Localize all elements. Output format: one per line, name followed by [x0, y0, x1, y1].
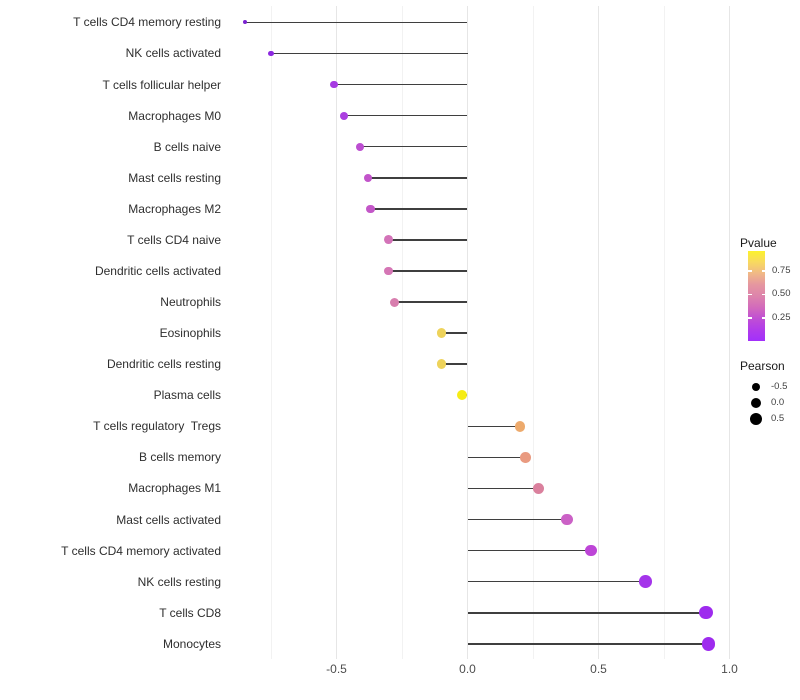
category-label: Dendritic cells activated: [94, 263, 221, 278]
lollipop-stick: [394, 301, 468, 303]
gridline-major: [336, 6, 337, 659]
lollipop-dot: [436, 359, 447, 369]
lollipop-stick: [271, 52, 468, 55]
lollipop-stick: [467, 611, 706, 614]
pearson-legend-label: 0.5: [771, 413, 785, 424]
category-label: Macrophages M0: [128, 108, 221, 123]
lollipop-stick: [467, 456, 526, 459]
lollipop-stick: [467, 425, 520, 428]
lollipop-dot: [457, 390, 468, 401]
pvalue-gradient-bar: [748, 251, 765, 341]
x-axis-tick-label: 1.0: [721, 662, 738, 676]
lollipop-stick: [388, 239, 468, 241]
pearson-legend-label: -0.5: [771, 381, 788, 392]
pvalue-legend-title: Pvalue: [740, 236, 777, 250]
pvalue-tick-label: 0.75: [772, 265, 791, 276]
lollipop-dot: [514, 420, 526, 432]
lollipop-dot: [639, 575, 652, 588]
x-axis-tick-label: -0.5: [326, 662, 347, 676]
lollipop-stick: [367, 176, 468, 179]
pearson-legend-dot: [751, 382, 761, 392]
lollipop-stick: [467, 549, 591, 552]
lollipop-stick: [360, 145, 468, 148]
lollipop-stick: [467, 580, 646, 583]
lollipop-dot: [384, 235, 394, 245]
category-label: Mast cells activated: [116, 512, 221, 527]
gridline-major: [467, 6, 468, 659]
pvalue-bar-tick-left: [748, 293, 752, 296]
gridline-minor: [532, 6, 534, 659]
category-label: NK cells activated: [125, 46, 221, 61]
lollipop-dot: [268, 50, 274, 57]
lollipop-dot: [340, 111, 349, 120]
lollipop-dot: [584, 544, 597, 557]
x-axis-tick-label: 0.5: [590, 662, 607, 676]
lollipop-dot: [355, 142, 365, 151]
pvalue-tick-label: 0.50: [772, 288, 791, 300]
category-label: Dendritic cells resting: [106, 357, 221, 372]
gridline-minor: [663, 6, 665, 659]
pearson-legend-dot: [750, 397, 762, 409]
lollipop-stick: [467, 518, 568, 521]
category-label: Macrophages M1: [128, 481, 221, 496]
category-label: Monocytes: [162, 636, 221, 651]
lollipop-dot: [561, 513, 573, 526]
category-label: NK cells resting: [137, 574, 221, 589]
category-label: T cells CD4 memory resting: [73, 15, 221, 30]
gridline-major: [598, 6, 599, 659]
lollipop-dot: [389, 297, 399, 307]
category-label: B cells memory: [138, 450, 221, 465]
lollipop-stick: [244, 21, 468, 24]
pearson-legend-dot: [749, 412, 763, 426]
lollipop-stick: [344, 114, 468, 117]
pvalue-tick-label: 0.25: [772, 312, 791, 323]
lollipop-stick: [388, 270, 468, 272]
lollipop-dot: [242, 20, 247, 25]
category-label: Eosinophils: [159, 326, 221, 341]
gridline-major: [729, 6, 730, 659]
gridline-minor: [401, 6, 403, 659]
category-label: T cells CD4 naive: [127, 232, 221, 247]
gridline-minor: [270, 6, 272, 659]
category-label: Plasma cells: [153, 388, 221, 403]
lollipop-dot: [519, 451, 531, 463]
category-label: T cells follicular helper: [102, 77, 222, 92]
category-label: T cells CD8: [159, 605, 221, 620]
lollipop-dot: [699, 606, 713, 620]
lollipop-stick: [441, 332, 468, 334]
lollipop-dot: [384, 266, 394, 276]
pvalue-bar-tick-right: [761, 293, 765, 296]
lollipop-dot: [532, 482, 544, 494]
pvalue-bar-tick-right: [761, 317, 765, 319]
lollipop-dot: [363, 173, 373, 182]
category-label: T cells regulatory Tregs: [93, 419, 221, 434]
category-label: Mast cells resting: [128, 170, 221, 185]
lollipop-stick: [467, 487, 539, 490]
category-label: T cells CD4 memory activated: [61, 543, 221, 558]
pvalue-bar-tick-left: [748, 317, 752, 319]
lollipop-stick: [467, 643, 709, 645]
lollipop-dot: [329, 80, 338, 89]
category-label: Macrophages M2: [128, 201, 221, 216]
lollipop-stick: [441, 363, 468, 365]
lollipop-dot: [701, 637, 716, 651]
category-label: B cells naive: [153, 139, 221, 154]
lollipop-stick: [370, 208, 468, 210]
x-axis-tick-label: 0.0: [459, 662, 476, 676]
lollipop-dot: [436, 328, 447, 338]
lollipop-stick: [333, 83, 468, 86]
category-label: Neutrophils: [160, 295, 221, 310]
pvalue-bar-tick-left: [748, 270, 752, 272]
pearson-legend-label: 0.0: [771, 397, 785, 408]
pearson-legend-title: Pearson: [740, 359, 785, 373]
lollipop-dot: [366, 204, 375, 214]
pvalue-bar-tick-right: [761, 270, 765, 272]
